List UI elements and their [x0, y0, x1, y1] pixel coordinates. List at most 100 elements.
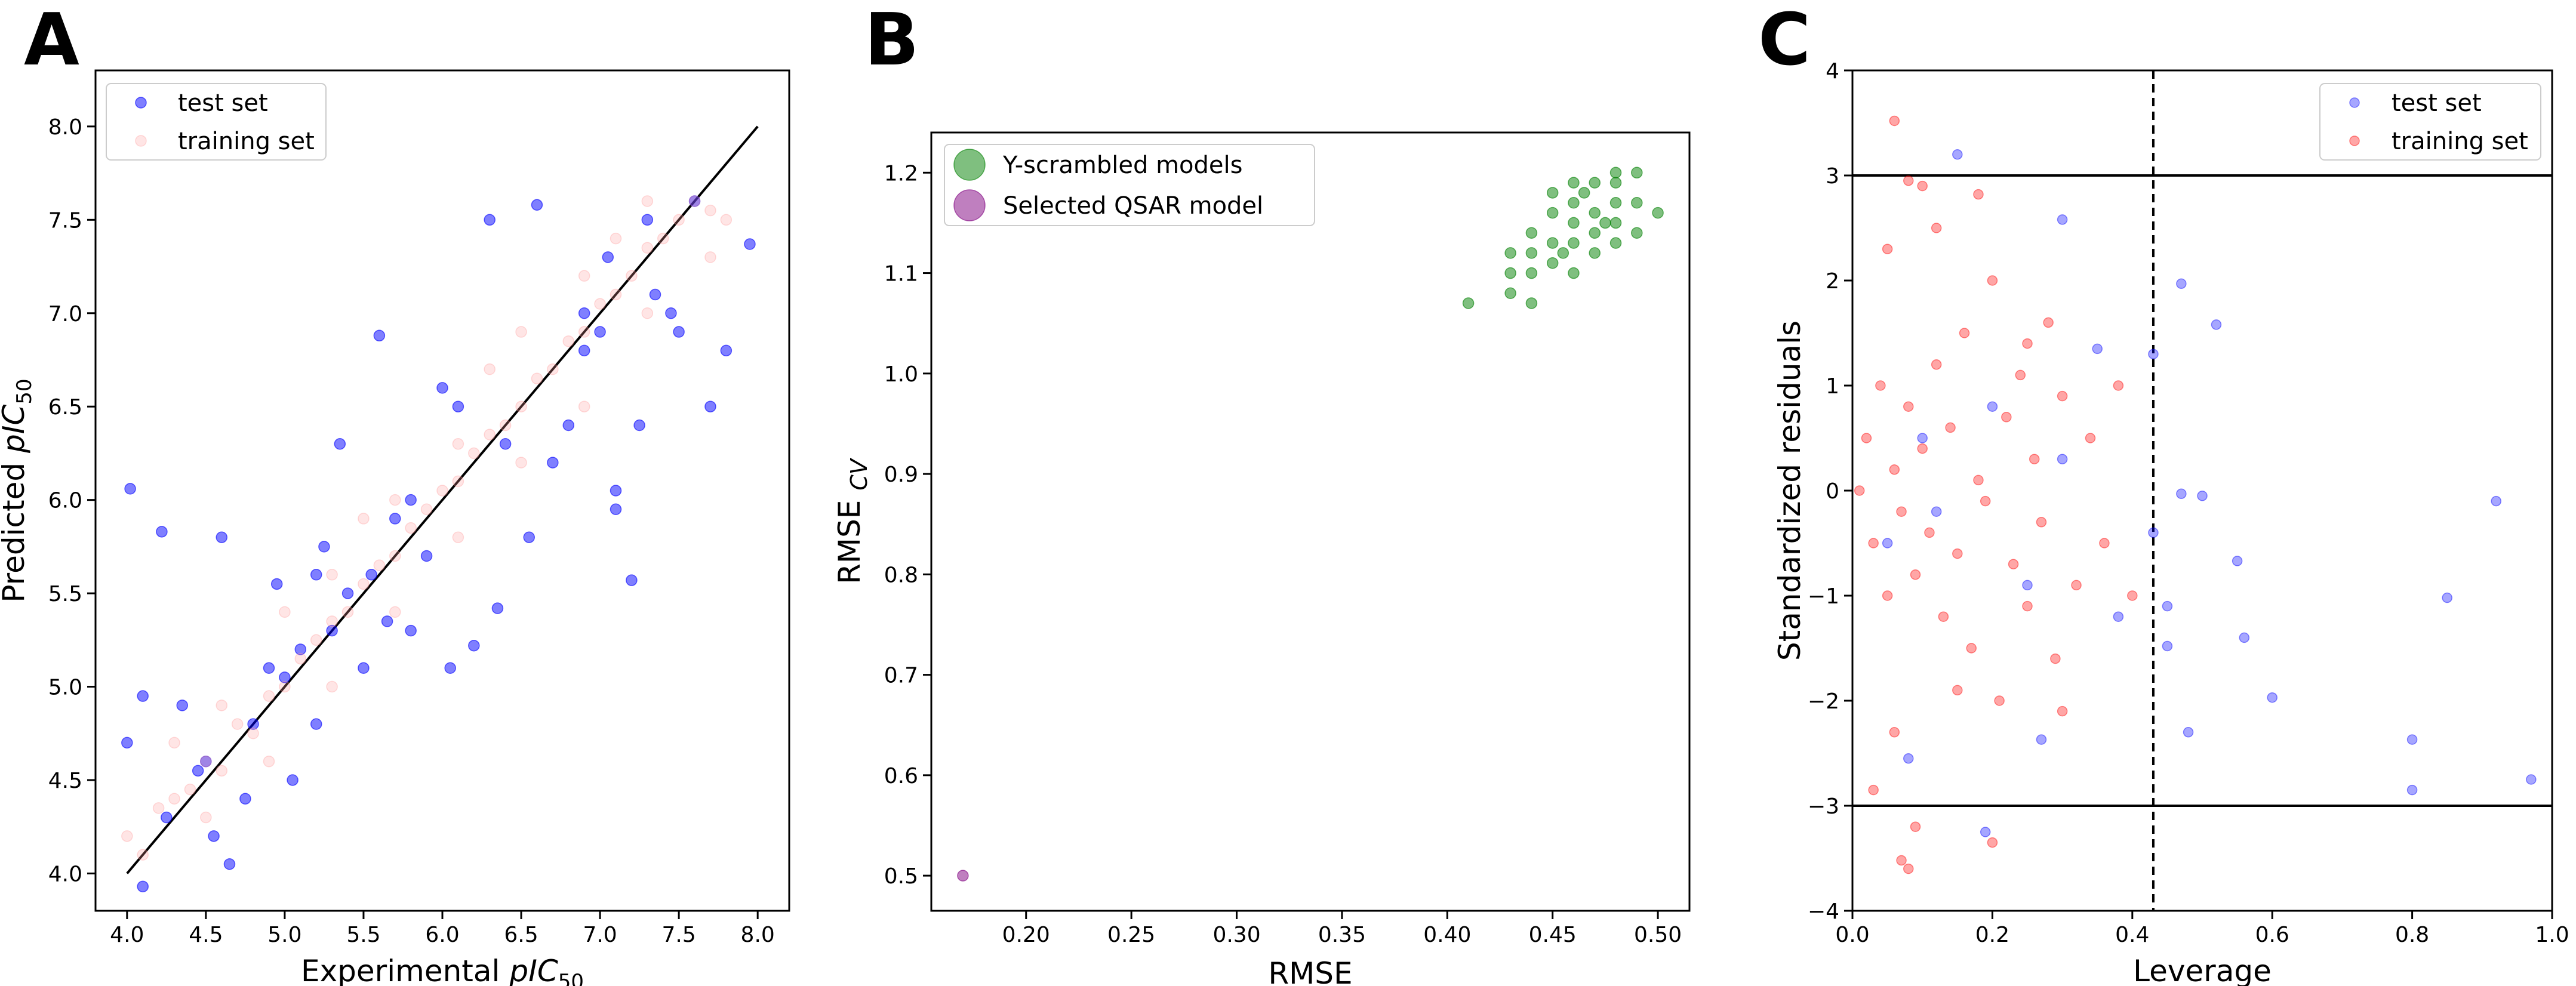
data-point: [2071, 580, 2082, 591]
data-point: [499, 419, 512, 432]
data-point: [436, 485, 448, 497]
data-point: [1980, 495, 1991, 507]
y-axis-label: Standardized residuals: [1772, 321, 1807, 661]
data-point: [1525, 297, 1538, 309]
data-point: [1589, 247, 1601, 259]
data-point: [704, 204, 716, 217]
data-point: [531, 199, 543, 211]
y-tick-label: 0.8: [884, 563, 918, 587]
data-point: [1938, 611, 1949, 622]
data-point: [2022, 338, 2033, 349]
data-point: [957, 870, 969, 882]
data-point: [168, 793, 180, 805]
data-point: [1966, 643, 1977, 654]
data-point: [1931, 359, 1942, 370]
x-axis-label: Leverage: [2133, 954, 2272, 986]
data-point: [231, 718, 244, 730]
data-point: [673, 326, 685, 338]
data-point: [688, 195, 701, 207]
series-selected-qsar-model: [957, 870, 969, 882]
data-point: [547, 363, 559, 375]
data-point: [247, 728, 259, 740]
legend-marker: [2349, 97, 2360, 108]
data-point: [1589, 207, 1601, 219]
plot-frame: [930, 131, 1691, 912]
data-point: [515, 400, 527, 412]
x-tick-label: 6.5: [504, 923, 538, 947]
data-point: [1882, 538, 1893, 549]
x-tick-label: 0.50: [1634, 923, 1682, 947]
data-point: [1945, 422, 1956, 433]
data-point: [2148, 349, 2159, 359]
legend-marker: [135, 97, 147, 109]
x-axis-label: Experimental pIC50: [301, 954, 584, 986]
data-point: [444, 662, 456, 674]
data-point: [2183, 727, 2194, 738]
data-point: [161, 811, 173, 824]
data-point: [389, 494, 401, 506]
x-tick-label: 0.0: [1835, 923, 1869, 947]
y-tick-label: 1: [1826, 374, 1839, 399]
data-point: [137, 690, 149, 702]
data-point: [137, 880, 149, 893]
data-point: [665, 307, 677, 319]
data-point: [578, 344, 590, 357]
data-point: [1896, 855, 1907, 866]
data-point: [1903, 175, 1914, 186]
data-point: [121, 737, 133, 749]
data-point: [1589, 177, 1601, 189]
data-point: [420, 503, 433, 516]
data-point: [515, 326, 527, 338]
data-point: [2406, 784, 2418, 796]
data-point: [2442, 592, 2452, 603]
data-point: [1889, 727, 1900, 738]
y-tick-label: −4: [1808, 899, 1839, 924]
data-point: [1546, 187, 1559, 199]
legend-box: [106, 83, 327, 161]
x-tick-label: 4.5: [189, 923, 223, 947]
data-point: [156, 526, 168, 538]
data-point: [1917, 433, 1928, 443]
data-point: [673, 214, 685, 226]
plot-area: [121, 125, 759, 893]
data-point: [1525, 247, 1538, 259]
data-point: [358, 578, 370, 590]
data-point: [594, 326, 606, 338]
data-point: [610, 485, 622, 497]
data-point: [263, 662, 275, 674]
data-point: [2036, 734, 2047, 745]
data-point: [200, 811, 212, 824]
series-test-set: [1882, 149, 2537, 837]
x-tick-label: 0.35: [1318, 923, 1366, 947]
data-point: [2050, 653, 2061, 664]
data-point: [704, 400, 716, 412]
data-point: [1952, 685, 1963, 696]
x-tick-label: 0.40: [1423, 923, 1471, 947]
series-training-set: [121, 195, 733, 861]
x-tick-label: 0.30: [1212, 923, 1260, 947]
data-point: [389, 606, 401, 618]
data-point: [499, 438, 512, 450]
data-point: [1609, 237, 1622, 249]
data-point: [610, 232, 622, 245]
data-point: [200, 755, 212, 768]
data-point: [373, 329, 386, 342]
data-point: [2526, 774, 2537, 785]
y-tick-label: 5.0: [48, 676, 82, 700]
data-point: [1931, 506, 1942, 517]
data-point: [270, 578, 283, 590]
data-point: [491, 602, 504, 614]
legend-marker: [953, 189, 986, 221]
data-point: [2043, 317, 2054, 328]
data-point: [578, 400, 590, 412]
x-tick-label: 0.6: [2255, 923, 2289, 947]
series-training-set: [1854, 115, 2138, 874]
data-point: [1973, 189, 1984, 200]
x-axis-label-sym: pIC: [509, 954, 558, 986]
data-point: [602, 251, 614, 263]
data-point: [1910, 569, 1921, 580]
data-point: [1889, 464, 1900, 475]
data-point: [326, 615, 338, 627]
y-tick-label: 4: [1826, 59, 1839, 84]
data-point: [2232, 556, 2243, 566]
